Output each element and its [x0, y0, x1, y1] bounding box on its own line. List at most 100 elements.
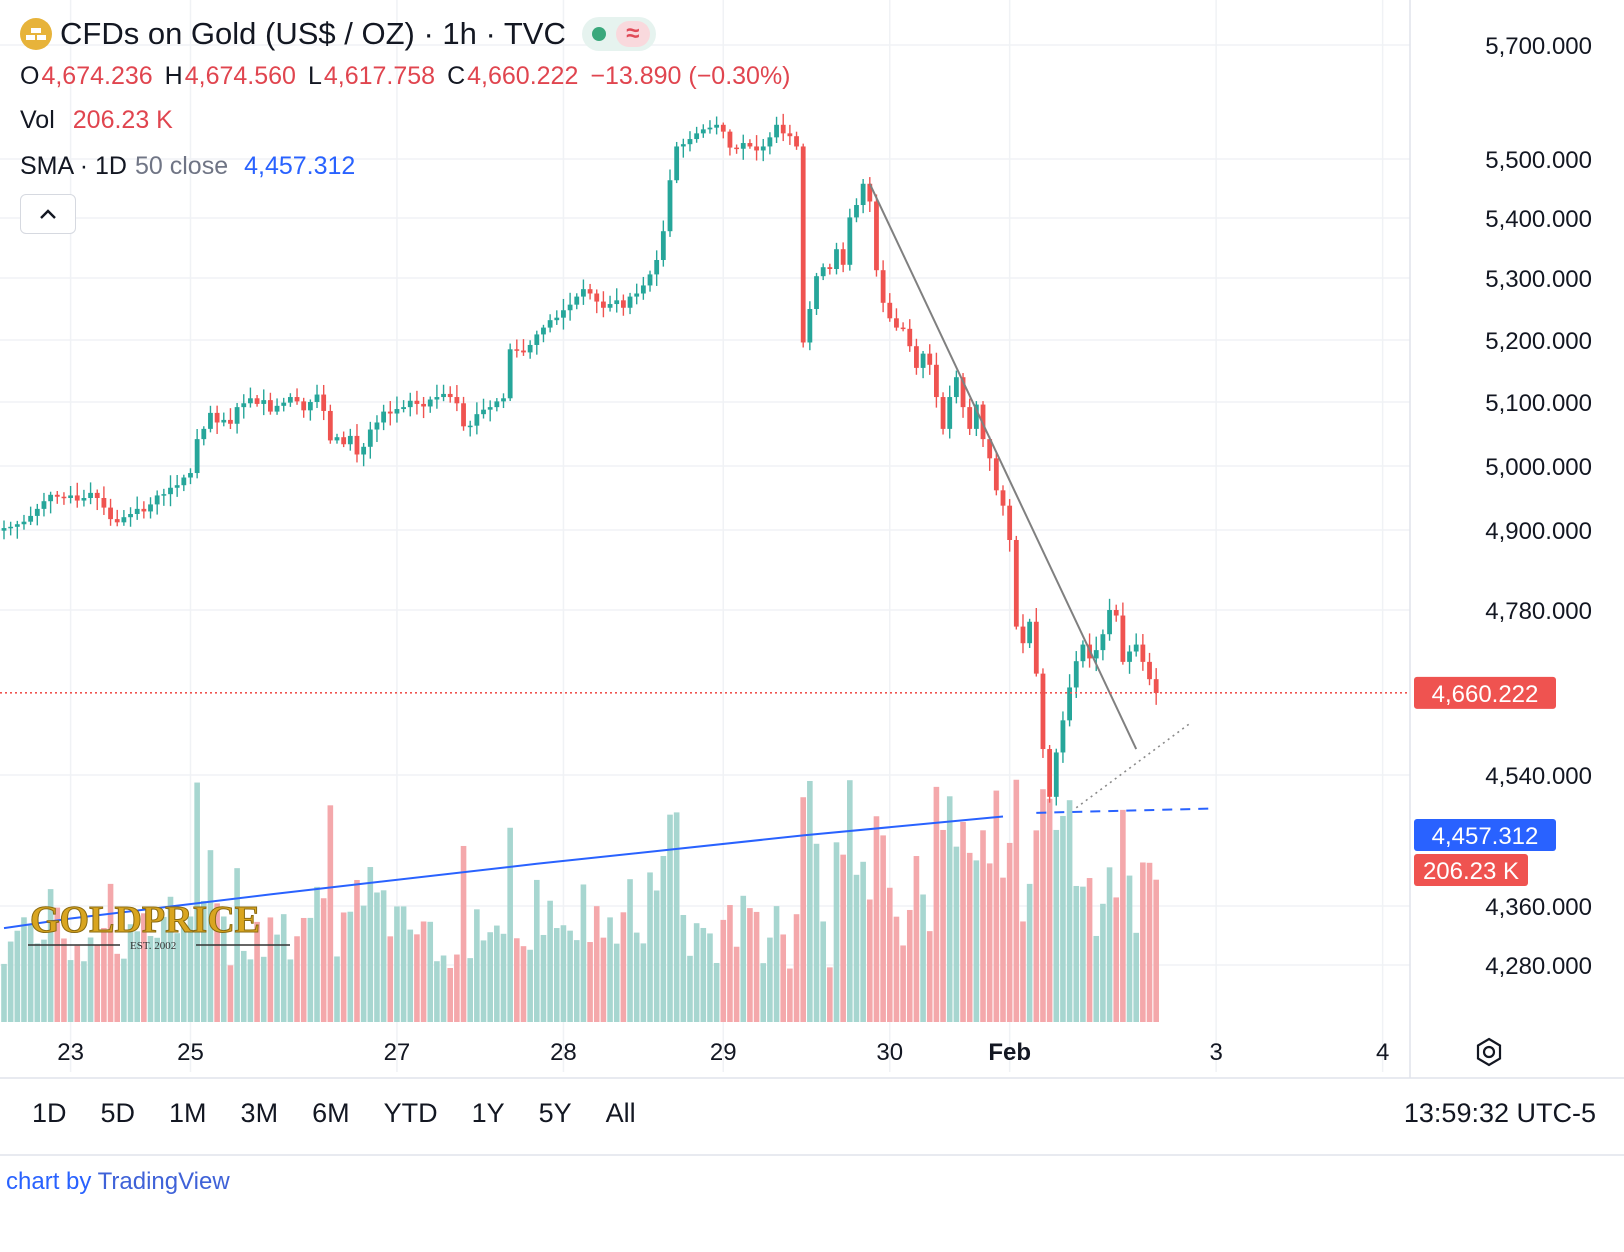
candle-body: [108, 507, 113, 520]
volume-bar: [653, 890, 660, 1022]
candle-body: [341, 437, 347, 445]
volume-bar: [673, 812, 680, 1022]
range-all[interactable]: All: [605, 1098, 636, 1128]
candle-body: [640, 285, 646, 294]
candle-body: [654, 260, 660, 275]
candle-body: [194, 439, 200, 474]
volume-bar: [154, 937, 160, 1022]
range-1d[interactable]: 1D: [32, 1098, 67, 1128]
high-key: H: [164, 61, 183, 90]
range-5y[interactable]: 5Y: [538, 1098, 572, 1128]
volume-bar: [181, 926, 187, 1022]
candle-body: [814, 276, 819, 309]
candle-body: [1107, 610, 1112, 635]
candle-body: [1147, 661, 1152, 680]
range-ytd[interactable]: YTD: [383, 1098, 438, 1128]
sma-params: 50 close: [134, 151, 229, 180]
volume-bar: [327, 805, 334, 1022]
credit-brand: TradingView: [97, 1168, 230, 1195]
symbol-title[interactable]: CFDs on Gold (US$ / OZ) · 1h · TVC: [60, 16, 566, 51]
candle-body: [627, 296, 633, 308]
close-value: 4,660.222: [467, 61, 579, 90]
range-6m[interactable]: 6M: [312, 1098, 350, 1128]
candle-body: [594, 293, 600, 302]
candle-body: [687, 139, 693, 145]
clock[interactable]: 13:59:32 UTC-5: [1403, 1098, 1596, 1128]
candle-body: [394, 409, 400, 414]
volume-bar: [547, 900, 553, 1022]
chart-credit[interactable]: chart by TradingView: [6, 1168, 230, 1196]
volume-bar: [81, 961, 87, 1022]
volume-bar: [567, 930, 573, 1022]
volume-bar: [220, 916, 227, 1022]
range-3m[interactable]: 3M: [240, 1098, 279, 1128]
volume-bar: [74, 945, 81, 1022]
volume-bar: [767, 937, 773, 1022]
volume-bar: [367, 867, 374, 1022]
volume-badge-text: 206.23 K: [1423, 858, 1519, 885]
price-tick-label: 4,280.000: [1485, 953, 1592, 980]
volume-bar: [1060, 815, 1066, 1022]
date-label: 4: [1376, 1039, 1389, 1066]
date-label: 29: [710, 1039, 737, 1066]
candle-body: [161, 494, 167, 496]
candle-body: [827, 267, 833, 269]
volume-bar: [960, 821, 966, 1022]
candle-body: [887, 302, 893, 319]
candle-body: [208, 412, 213, 429]
candle-body: [28, 515, 34, 522]
sma-legend[interactable]: SMA · 1D 50 close 4,457.312: [20, 150, 803, 182]
volume-bar: [640, 943, 647, 1022]
candle-body: [14, 524, 20, 527]
candle-body: [920, 353, 926, 368]
volume-legend[interactable]: Vol 206.23 K: [20, 104, 803, 136]
market-status[interactable]: ≈: [581, 17, 656, 51]
candle-body: [274, 405, 280, 412]
volume-bar: [1113, 897, 1120, 1022]
candle-body: [847, 217, 853, 265]
volume-bar: [893, 916, 900, 1022]
volume-bar: [633, 932, 640, 1022]
volume-bar: [720, 919, 727, 1022]
volume-bar: [227, 965, 234, 1022]
candle-body: [960, 377, 966, 408]
volume-bar: [553, 928, 560, 1022]
candle-body: [534, 334, 540, 345]
candle-body: [334, 437, 340, 441]
volume-bar: [61, 938, 67, 1022]
candle-body: [434, 397, 440, 400]
candle-body: [248, 398, 253, 404]
candle-body: [234, 407, 240, 424]
volume-bar: [980, 830, 986, 1022]
candle-body: [807, 309, 813, 343]
candle-body: [268, 400, 273, 412]
candle-body: [441, 393, 446, 398]
range-5d[interactable]: 5D: [100, 1098, 136, 1128]
volume-bar: [573, 940, 580, 1022]
sma-name: SMA · 1D: [20, 151, 127, 180]
volume-bar: [1133, 932, 1139, 1022]
candle-body: [21, 521, 27, 525]
volume-bar: [454, 954, 460, 1022]
volume-bar: [87, 937, 94, 1022]
candle-body: [1013, 540, 1019, 627]
candle-body: [68, 495, 73, 498]
candle-body: [760, 146, 766, 151]
range-1m[interactable]: 1M: [169, 1098, 207, 1128]
collapse-legend-button[interactable]: [20, 194, 76, 234]
candle-body: [81, 498, 87, 501]
range-1y[interactable]: 1Y: [471, 1098, 505, 1128]
candle-body: [1153, 679, 1159, 693]
settings-icon[interactable]: [1473, 1036, 1505, 1068]
candle-body: [527, 344, 533, 353]
volume-badge-bg: [1414, 854, 1528, 886]
volume-bar: [174, 933, 180, 1022]
volume-bar: [1, 963, 7, 1022]
price-tick-label: 4,780.000: [1485, 598, 1592, 625]
candle-body: [101, 498, 107, 508]
candle-body: [501, 398, 506, 402]
candle-body: [254, 398, 260, 404]
candle-body: [168, 487, 173, 495]
candle-body: [301, 401, 307, 411]
